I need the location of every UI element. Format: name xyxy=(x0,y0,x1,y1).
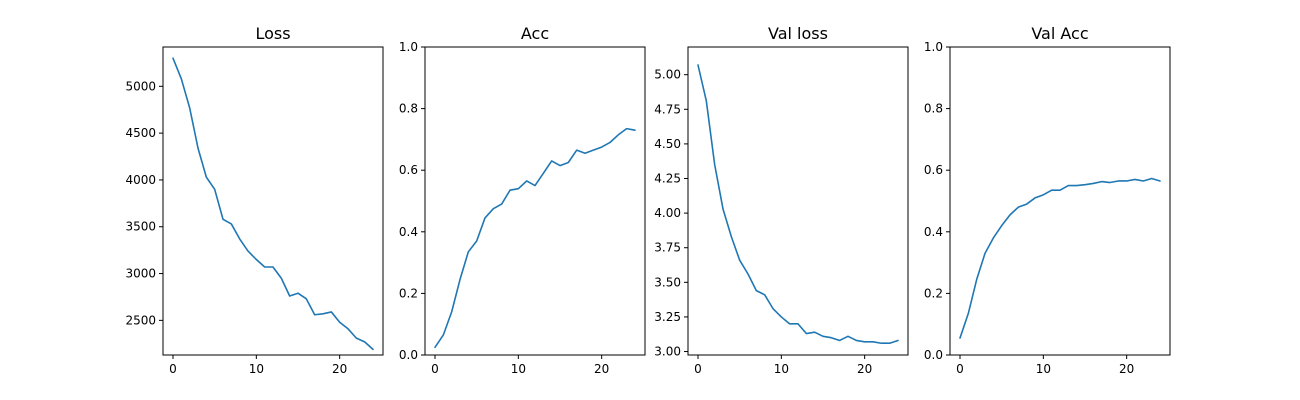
x-tick-label-val-acc-0: 0 xyxy=(956,362,964,376)
axes-frame-val-acc xyxy=(949,46,1171,356)
y-tick-label-loss-4: 4500 xyxy=(125,126,156,140)
x-tick-label-val-loss-1: 10 xyxy=(774,362,789,376)
y-tick-label-loss-1: 3000 xyxy=(125,267,156,281)
x-tick-label-val-acc-1: 10 xyxy=(1036,362,1051,376)
y-tick-label-val-acc-2: 0.4 xyxy=(924,225,943,239)
y-tick-label-val-loss-2: 3.50 xyxy=(654,275,681,289)
y-tick-label-acc-4: 0.8 xyxy=(399,102,418,116)
y-tick-label-val-loss-3: 3.75 xyxy=(654,241,681,255)
y-tick-label-val-loss-1: 3.25 xyxy=(654,310,681,324)
y-tick-label-val-loss-6: 4.50 xyxy=(654,137,681,151)
y-tick-label-val-loss-7: 4.75 xyxy=(654,102,681,116)
x-tick-label-val-loss-2: 20 xyxy=(857,362,872,376)
y-tick-label-loss-0: 2500 xyxy=(125,313,156,327)
plot-area-loss xyxy=(172,57,374,351)
y-tick-label-val-acc-4: 0.8 xyxy=(924,102,943,116)
plot-area-val-acc xyxy=(959,177,1161,339)
y-tick-label-loss-3: 4000 xyxy=(125,173,156,187)
series-line-val-acc-0 xyxy=(959,177,1161,339)
x-tick-label-loss-2: 20 xyxy=(332,362,347,376)
y-tick-label-loss-2: 3500 xyxy=(125,220,156,234)
panel-loss: Loss 0 10 20 2500 3000 3500 4000 4500 5000 xyxy=(125,24,384,376)
y-tick-label-acc-5: 1.0 xyxy=(399,40,418,54)
y-tick-label-acc-1: 0.2 xyxy=(399,286,418,300)
x-tick-label-loss-1: 10 xyxy=(249,362,264,376)
series-line-loss-0 xyxy=(172,57,374,351)
plot-area-val-loss xyxy=(697,64,899,345)
x-tick-label-val-acc-2: 20 xyxy=(1119,362,1134,376)
series-line-val-loss-0 xyxy=(697,64,899,345)
x-tick-label-acc-0: 0 xyxy=(431,362,439,376)
y-tick-label-val-loss-0: 3.00 xyxy=(654,345,681,359)
plot-area-acc xyxy=(434,127,636,349)
panel-title-loss: Loss xyxy=(255,24,290,43)
y-tick-label-acc-3: 0.6 xyxy=(399,163,418,177)
axes-frame-acc xyxy=(424,46,646,356)
axes-frame-val-loss xyxy=(687,46,909,356)
series-line-acc-0 xyxy=(434,127,636,349)
panel-val-loss: Val loss 0 10 20 3.00 3.25 3.50 3.75 4.00 4.25 4.… xyxy=(654,24,909,376)
y-tick-label-val-loss-8: 5.00 xyxy=(654,68,681,82)
x-tick-label-val-loss-0: 0 xyxy=(694,362,702,376)
axes-frame-loss xyxy=(162,46,384,356)
y-tick-label-val-loss-5: 4.25 xyxy=(654,172,681,186)
panel-acc: Acc 0 10 20 0.0 0.2 0.4 0.6 0.8 1.0 xyxy=(399,24,646,376)
x-tick-label-loss-0: 0 xyxy=(169,362,177,376)
y-tick-label-val-loss-4: 4.00 xyxy=(654,206,681,220)
y-tick-label-loss-5: 5000 xyxy=(125,79,156,93)
y-tick-label-val-acc-1: 0.2 xyxy=(924,286,943,300)
panel-title-val-acc: Val Acc xyxy=(1031,24,1088,43)
y-tick-label-val-acc-0: 0.0 xyxy=(924,348,943,362)
y-tick-label-acc-2: 0.4 xyxy=(399,225,418,239)
y-tick-label-acc-0: 0.0 xyxy=(399,348,418,362)
x-tick-label-acc-1: 10 xyxy=(511,362,526,376)
panel-val-acc: Val Acc 0 10 20 0.0 0.2 0.4 0.6 0.8 1.0 xyxy=(924,24,1171,376)
x-tick-label-acc-2: 20 xyxy=(594,362,609,376)
y-tick-label-val-acc-5: 1.0 xyxy=(924,40,943,54)
panel-title-acc: Acc xyxy=(521,24,549,43)
panel-title-val-loss: Val loss xyxy=(768,24,828,43)
y-tick-label-val-acc-3: 0.6 xyxy=(924,163,943,177)
